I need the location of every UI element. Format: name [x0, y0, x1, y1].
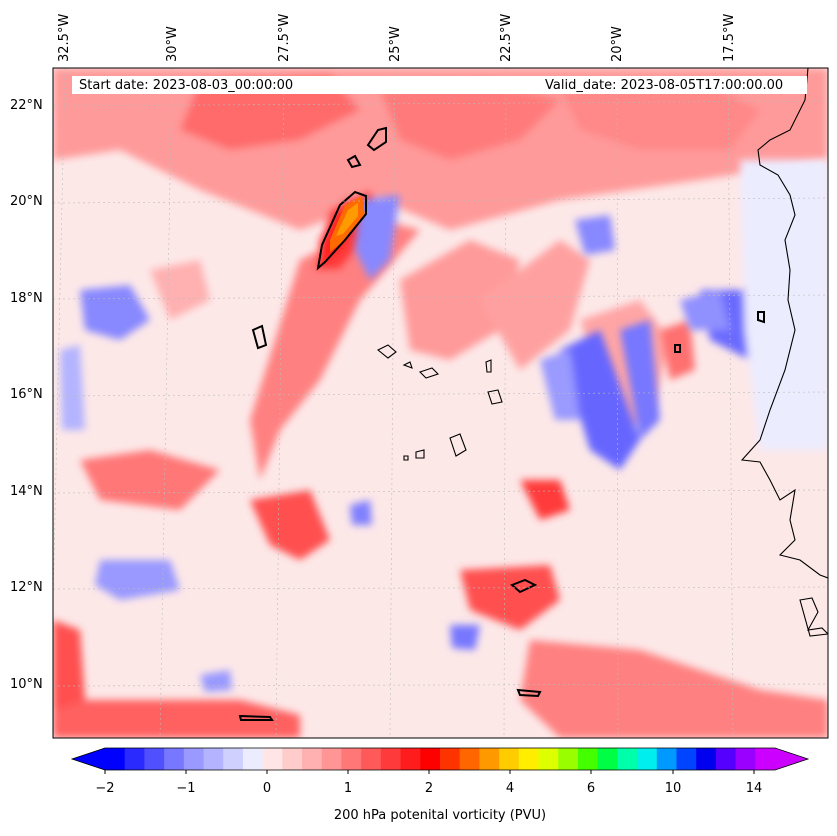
lon-label-30w: 30°W — [165, 26, 180, 62]
graticule — [53, 68, 828, 738]
cape-verde-brava — [403, 455, 409, 461]
colorbar-swatch — [459, 748, 480, 770]
colorbar-swatch — [420, 748, 441, 770]
colorbar-swatch — [223, 748, 244, 770]
colorbar-swatch — [617, 748, 638, 770]
colorbar-swatch — [637, 748, 658, 770]
lat-label-12n: 12°N — [10, 580, 43, 595]
colorbar-swatch — [321, 748, 342, 770]
lon-label-32-5w: 32.5°W — [57, 13, 72, 62]
colorbar-swatch — [105, 748, 126, 770]
colorbar-tick-4: 4 — [505, 781, 515, 796]
lat-label-22n: 22°N — [10, 98, 43, 113]
colorbar-tick-neg2: −2 — [95, 781, 115, 796]
colorbar-arrow-max — [775, 748, 808, 770]
colorbar-swatch — [440, 748, 461, 770]
colorbar-swatch — [715, 748, 737, 770]
colorbar-swatch — [676, 748, 697, 770]
valid-date-label: Valid_date: 2023-08-05T17:00:00.00 — [545, 78, 784, 93]
colorbar-swatch — [577, 748, 599, 770]
bijagos-islands — [799, 597, 828, 637]
date-info-box — [72, 76, 807, 94]
cape-verde-fogo — [415, 449, 425, 459]
colorbar-swatch — [558, 748, 579, 770]
colorbar-swatch — [242, 748, 264, 770]
colorbar-tick-10: 10 — [664, 781, 682, 796]
africa-coastline — [740, 68, 828, 579]
lat-label-20n: 20°N — [10, 194, 43, 209]
colorbar-swatch — [735, 748, 756, 770]
colorbar-swatch — [183, 748, 205, 770]
colorbar-swatch — [479, 748, 500, 770]
cape-verde-santiago — [449, 433, 467, 457]
cape-verde-santo-antao — [376, 344, 397, 359]
colorbar-swatch — [380, 748, 402, 770]
lat-label-16n: 16°N — [10, 387, 43, 402]
colorbar-tick-neg1: −1 — [176, 781, 196, 796]
pv-contours — [238, 126, 765, 721]
colorbar-swatch — [262, 748, 283, 770]
colorbar-swatch — [302, 748, 323, 770]
colorbar-swatch — [696, 748, 717, 770]
colorbar-tick-1: 1 — [343, 781, 353, 796]
lon-label-20w: 20°W — [610, 26, 625, 62]
lon-label-22-5w: 22.5°W — [499, 13, 514, 62]
colorbar-tick-2: 2 — [424, 781, 434, 796]
lat-label-18n: 18°N — [10, 291, 43, 306]
pv-field-negative — [60, 160, 828, 692]
colorbar-tick-6: 6 — [586, 781, 596, 796]
colorbar-tick-0: 0 — [262, 781, 272, 796]
cape-verde-sao-vicente — [402, 361, 413, 369]
start-date-label: Start date: 2023-08-03_00:00:00 — [79, 78, 294, 93]
colorbar-swatch — [282, 748, 303, 770]
colorbar-swatch — [656, 748, 677, 770]
colorbar-swatch — [144, 748, 165, 770]
cape-verde-sao-nicolau — [418, 367, 440, 379]
colorbar-title: 200 hPa potenital vorticity (PVU) — [333, 808, 547, 823]
colorbar-arrow-min — [72, 748, 105, 770]
colorbar — [70, 747, 810, 774]
colorbar-swatch — [341, 748, 362, 770]
map-border — [52, 67, 829, 739]
colorbar-tick-14: 14 — [745, 781, 763, 796]
colorbar-swatch — [361, 748, 382, 770]
lon-label-27-5w: 27.5°W — [277, 13, 292, 62]
colorbar-swatch — [597, 748, 618, 770]
lon-label-17-5w: 17.5°W — [722, 13, 737, 62]
lat-label-10n: 10°N — [10, 677, 43, 692]
cape-verde-boavista — [487, 389, 503, 405]
colorbar-swatch — [164, 748, 185, 770]
colorbar-swatch — [755, 748, 776, 770]
lat-label-14n: 14°N — [10, 484, 43, 499]
colorbar-swatch — [400, 748, 421, 770]
colorbar-swatch — [203, 748, 224, 770]
colorbar-swatch — [499, 748, 520, 770]
lon-label-25w: 25°W — [388, 26, 403, 62]
cape-verde-sal — [485, 359, 492, 373]
colorbar-swatch — [518, 748, 540, 770]
colorbar-swatch — [124, 748, 145, 770]
colorbar-swatch — [538, 748, 559, 770]
coastlines — [376, 68, 828, 637]
